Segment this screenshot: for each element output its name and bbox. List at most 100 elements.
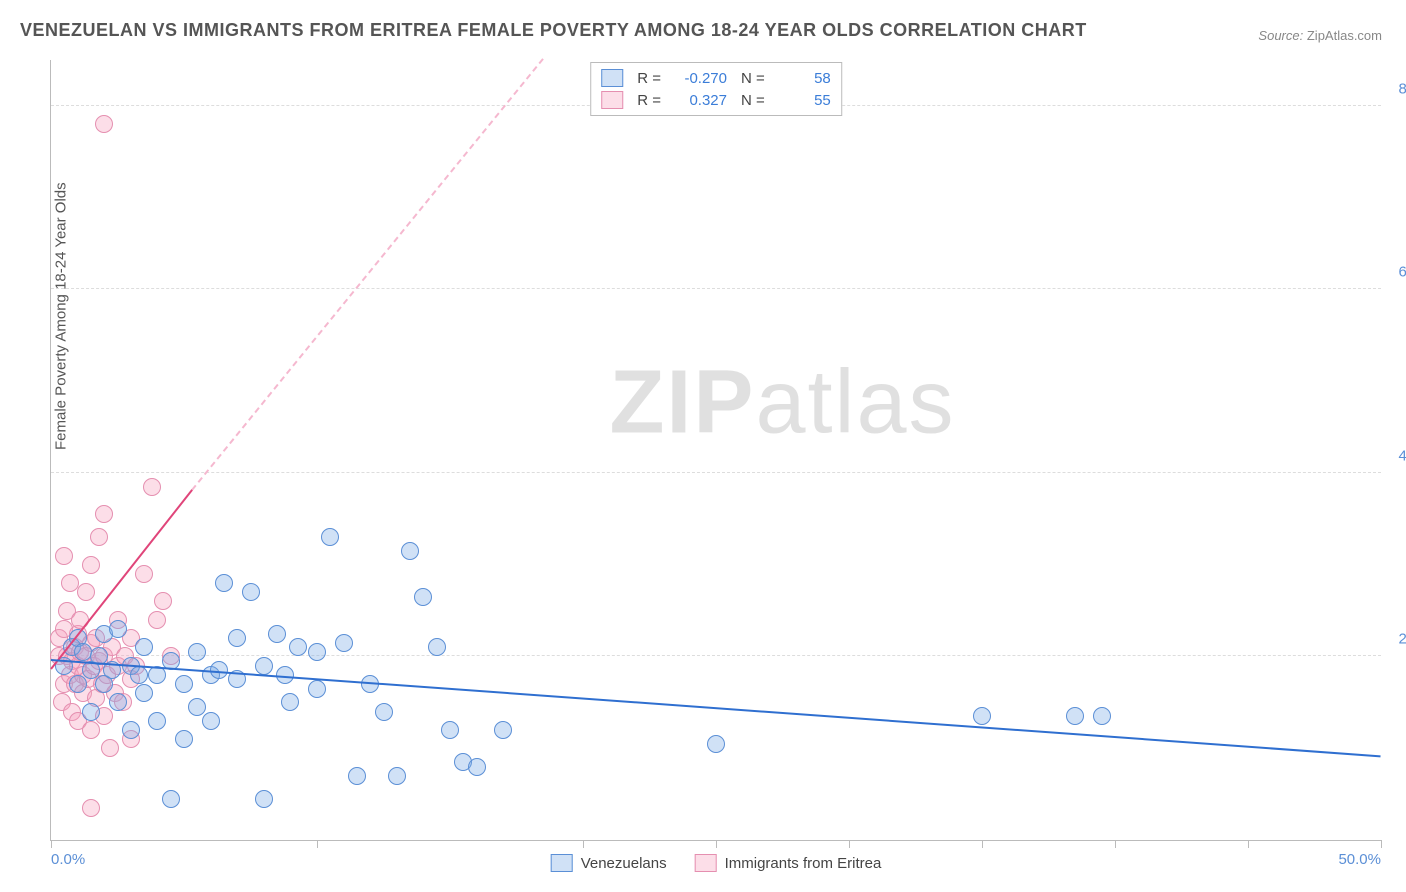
scatter-point <box>281 693 299 711</box>
stat-n-value-a: 58 <box>779 70 831 87</box>
scatter-point <box>130 666 148 684</box>
stat-r-value-a: -0.270 <box>675 70 727 87</box>
scatter-point <box>321 528 339 546</box>
scatter-point <box>202 712 220 730</box>
legend-swatch-a <box>551 854 573 872</box>
scatter-point <box>973 707 991 725</box>
scatter-point <box>308 643 326 661</box>
legend-swatch-b <box>695 854 717 872</box>
x-tick <box>51 840 52 848</box>
scatter-point <box>135 565 153 583</box>
legend: Venezuelans Immigrants from Eritrea <box>551 854 882 872</box>
y-axis-label: Female Poverty Among 18-24 Year Olds <box>53 182 70 450</box>
scatter-point <box>255 790 273 808</box>
scatter-point <box>109 693 127 711</box>
scatter-point <box>175 675 193 693</box>
scatter-point <box>82 721 100 739</box>
legend-label-b: Immigrants from Eritrea <box>725 855 882 872</box>
scatter-point <box>77 583 95 601</box>
scatter-point <box>122 721 140 739</box>
y-tick-label: 20.0% <box>1398 631 1406 648</box>
scatter-point <box>148 611 166 629</box>
watermark: ZIPatlas <box>609 352 955 455</box>
scatter-point <box>95 115 113 133</box>
scatter-point <box>154 592 172 610</box>
gridline-h <box>51 472 1381 473</box>
correlation-stats-box: R = -0.270 N = 58 R = 0.327 N = 55 <box>590 62 842 116</box>
scatter-point <box>82 703 100 721</box>
scatter-point <box>375 703 393 721</box>
x-tick <box>317 840 318 848</box>
x-tick <box>583 840 584 848</box>
scatter-point <box>228 629 246 647</box>
y-tick-label: 40.0% <box>1398 447 1406 464</box>
scatter-point <box>109 620 127 638</box>
stat-r-label: R = <box>637 70 661 87</box>
stat-n-value-b: 55 <box>779 92 831 109</box>
trend-line <box>191 58 544 491</box>
scatter-point <box>441 721 459 739</box>
scatter-point <box>289 638 307 656</box>
scatter-point <box>95 505 113 523</box>
chart-title: VENEZUELAN VS IMMIGRANTS FROM ERITREA FE… <box>20 20 1087 41</box>
legend-item-b: Immigrants from Eritrea <box>695 854 882 872</box>
scatter-point <box>90 528 108 546</box>
scatter-point <box>71 611 89 629</box>
scatter-point <box>82 799 100 817</box>
stats-row: R = 0.327 N = 55 <box>601 89 831 111</box>
scatter-point <box>388 767 406 785</box>
scatter-point <box>255 657 273 675</box>
x-tick <box>1115 840 1116 848</box>
scatter-point <box>135 684 153 702</box>
scatter-point <box>143 478 161 496</box>
scatter-point <box>494 721 512 739</box>
gridline-h <box>51 655 1381 656</box>
stat-r-label: R = <box>637 92 661 109</box>
scatter-point <box>242 583 260 601</box>
scatter-point <box>401 542 419 560</box>
series-swatch-a <box>601 69 623 87</box>
source-attribution: Source: ZipAtlas.com <box>1258 28 1382 43</box>
gridline-h <box>51 288 1381 289</box>
stat-n-label: N = <box>741 70 765 87</box>
scatter-point <box>348 767 366 785</box>
scatter-point <box>69 675 87 693</box>
x-tick-label: 50.0% <box>1338 851 1381 868</box>
scatter-point <box>135 638 153 656</box>
stat-r-value-b: 0.327 <box>675 92 727 109</box>
stat-n-label: N = <box>741 92 765 109</box>
scatter-point <box>148 712 166 730</box>
scatter-point <box>468 758 486 776</box>
scatter-point <box>188 643 206 661</box>
scatter-point <box>308 680 326 698</box>
scatter-point <box>1093 707 1111 725</box>
scatter-point <box>55 547 73 565</box>
scatter-point <box>175 730 193 748</box>
x-tick <box>849 840 850 848</box>
x-tick <box>1381 840 1382 848</box>
x-tick <box>982 840 983 848</box>
x-tick-label: 0.0% <box>51 851 85 868</box>
scatter-point <box>101 739 119 757</box>
scatter-point <box>428 638 446 656</box>
legend-label-a: Venezuelans <box>581 855 667 872</box>
scatter-point <box>268 625 286 643</box>
legend-item-a: Venezuelans <box>551 854 667 872</box>
scatter-point <box>162 790 180 808</box>
watermark-atlas: atlas <box>755 353 955 453</box>
y-tick-label: 60.0% <box>1398 264 1406 281</box>
scatter-point <box>707 735 725 753</box>
x-tick <box>716 840 717 848</box>
source-value: ZipAtlas.com <box>1307 28 1382 43</box>
x-tick <box>1248 840 1249 848</box>
scatter-point <box>82 556 100 574</box>
series-swatch-b <box>601 91 623 109</box>
stats-row: R = -0.270 N = 58 <box>601 67 831 89</box>
watermark-zip: ZIP <box>609 353 755 453</box>
y-tick-label: 80.0% <box>1398 80 1406 97</box>
scatter-point <box>215 574 233 592</box>
scatter-point <box>1066 707 1084 725</box>
source-label: Source: <box>1258 28 1303 43</box>
scatter-point <box>335 634 353 652</box>
scatter-point <box>414 588 432 606</box>
